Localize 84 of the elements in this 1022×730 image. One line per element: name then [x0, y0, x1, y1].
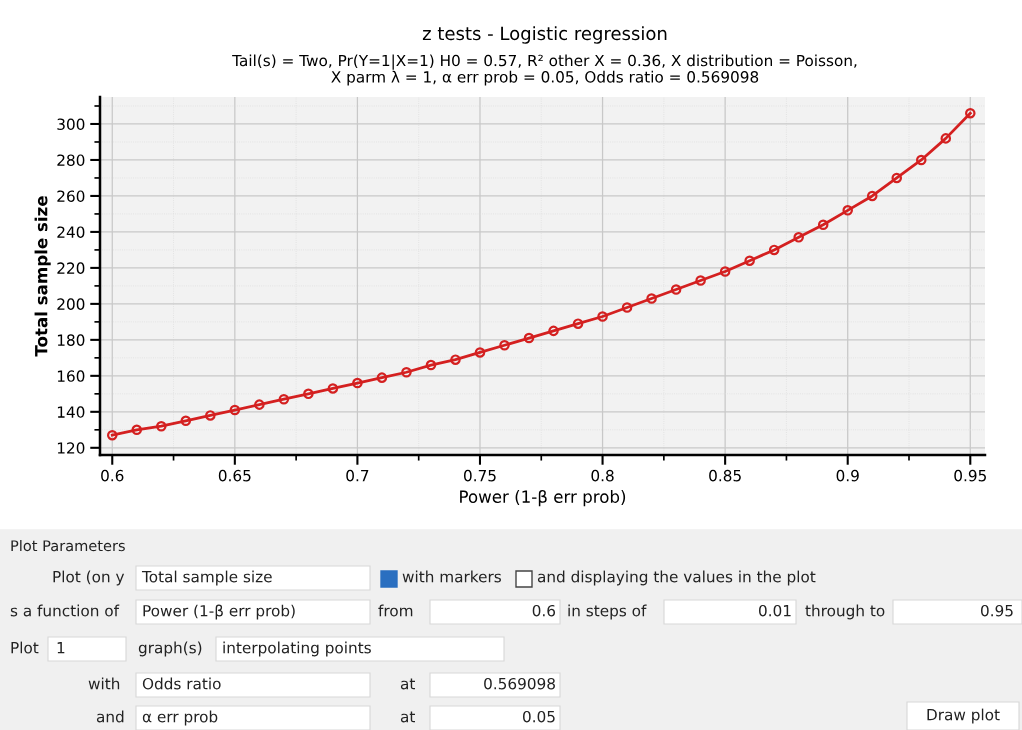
point: [156, 420, 167, 432]
text: and displaying the values in the plot: [537, 570, 816, 586]
x-tick-label: 0.95: [954, 469, 986, 482]
point: [450, 354, 461, 365]
point: [866, 190, 878, 202]
point: [915, 154, 927, 166]
text: Plot: [11, 641, 39, 654]
point: [352, 377, 363, 389]
text: from: [378, 604, 413, 617]
text: s a function of: [10, 604, 120, 617]
point: [254, 399, 265, 410]
x-tick-label: 0.65: [218, 469, 251, 482]
point: [842, 205, 853, 216]
x-tick-label: 0.9: [836, 469, 859, 482]
text: Power (1-β err prob): [143, 604, 295, 620]
text: Draw plot: [927, 708, 1000, 724]
text: interpolating points: [223, 641, 371, 657]
text: Plot Parameters: [11, 539, 125, 552]
point: [229, 404, 241, 416]
point: [793, 232, 804, 243]
text: graph(s): [138, 641, 202, 657]
point: [965, 107, 976, 119]
y-tick-label: 260: [57, 190, 85, 202]
text: 0.569098: [484, 677, 555, 690]
y-tick-label: 120: [57, 442, 85, 454]
point: [572, 318, 584, 329]
point: [425, 359, 437, 371]
x-tick-label: 0.8: [591, 469, 614, 482]
text: 0.95: [980, 604, 1013, 617]
y-tick-label: 300: [57, 118, 85, 131]
y-tick-label: 240: [57, 226, 85, 238]
point: [376, 372, 388, 383]
point: [180, 415, 192, 427]
point: [940, 133, 952, 144]
x-axis-title: Power (1-β err prob): [460, 489, 626, 507]
text: Odds ratio: [142, 677, 221, 690]
text: with: [88, 677, 120, 690]
point: [817, 219, 829, 231]
point: [768, 244, 780, 256]
point: [523, 332, 535, 344]
chart-subtitle: Tail(s) = Two, Pr(Y=1|X=1) H0 = 0.57, R² other X = 0.36, X distribution = Poisson, X parm λ = 1, α err prob = 0.05, Odds ratio = 0.569098: [232, 54, 857, 86]
text: 1: [57, 642, 65, 654]
x-tick-label: 0.85: [709, 469, 741, 482]
point: [670, 284, 682, 295]
point: [327, 383, 339, 394]
point: [719, 266, 731, 277]
point: [131, 424, 143, 436]
text: at: [400, 711, 415, 723]
y-tick-label: 220: [57, 262, 85, 274]
x-tick-label: 0.75: [463, 469, 496, 482]
chart-title: z tests - Logistic regression: [422, 26, 667, 44]
x-tick-label: 0.6: [101, 469, 124, 482]
point: [597, 311, 608, 322]
x-tick-label: 0.7: [346, 469, 369, 482]
text: with markers: [402, 570, 501, 583]
text: Plot (on y: [53, 570, 125, 586]
point: [646, 293, 657, 304]
text: 0.01: [758, 604, 791, 617]
point: [695, 275, 706, 286]
text: Total sample size: [141, 570, 272, 586]
y-tick-label: 200: [57, 298, 85, 310]
point: [744, 255, 755, 266]
point: [548, 325, 559, 337]
point: [106, 429, 118, 441]
text: 0.6: [532, 604, 556, 617]
point: [621, 302, 633, 313]
y-tick-label: 160: [57, 370, 85, 382]
point: [891, 172, 903, 184]
text: at: [400, 678, 415, 690]
y-tick-label: 140: [57, 406, 85, 418]
point: [401, 366, 412, 378]
text: α err prob: [142, 710, 218, 726]
point: [499, 339, 510, 351]
y-tick-label: 180: [57, 334, 85, 346]
text: through to: [805, 604, 885, 620]
point: [474, 347, 486, 358]
text: 0.05: [522, 710, 555, 723]
point: [205, 410, 216, 421]
y-axis-title: Total sample size: [34, 196, 51, 357]
text: in steps of: [568, 604, 647, 620]
point: [303, 388, 314, 400]
text: and: [96, 710, 124, 723]
point: [278, 393, 290, 405]
y-tick-label: 280: [57, 154, 85, 166]
